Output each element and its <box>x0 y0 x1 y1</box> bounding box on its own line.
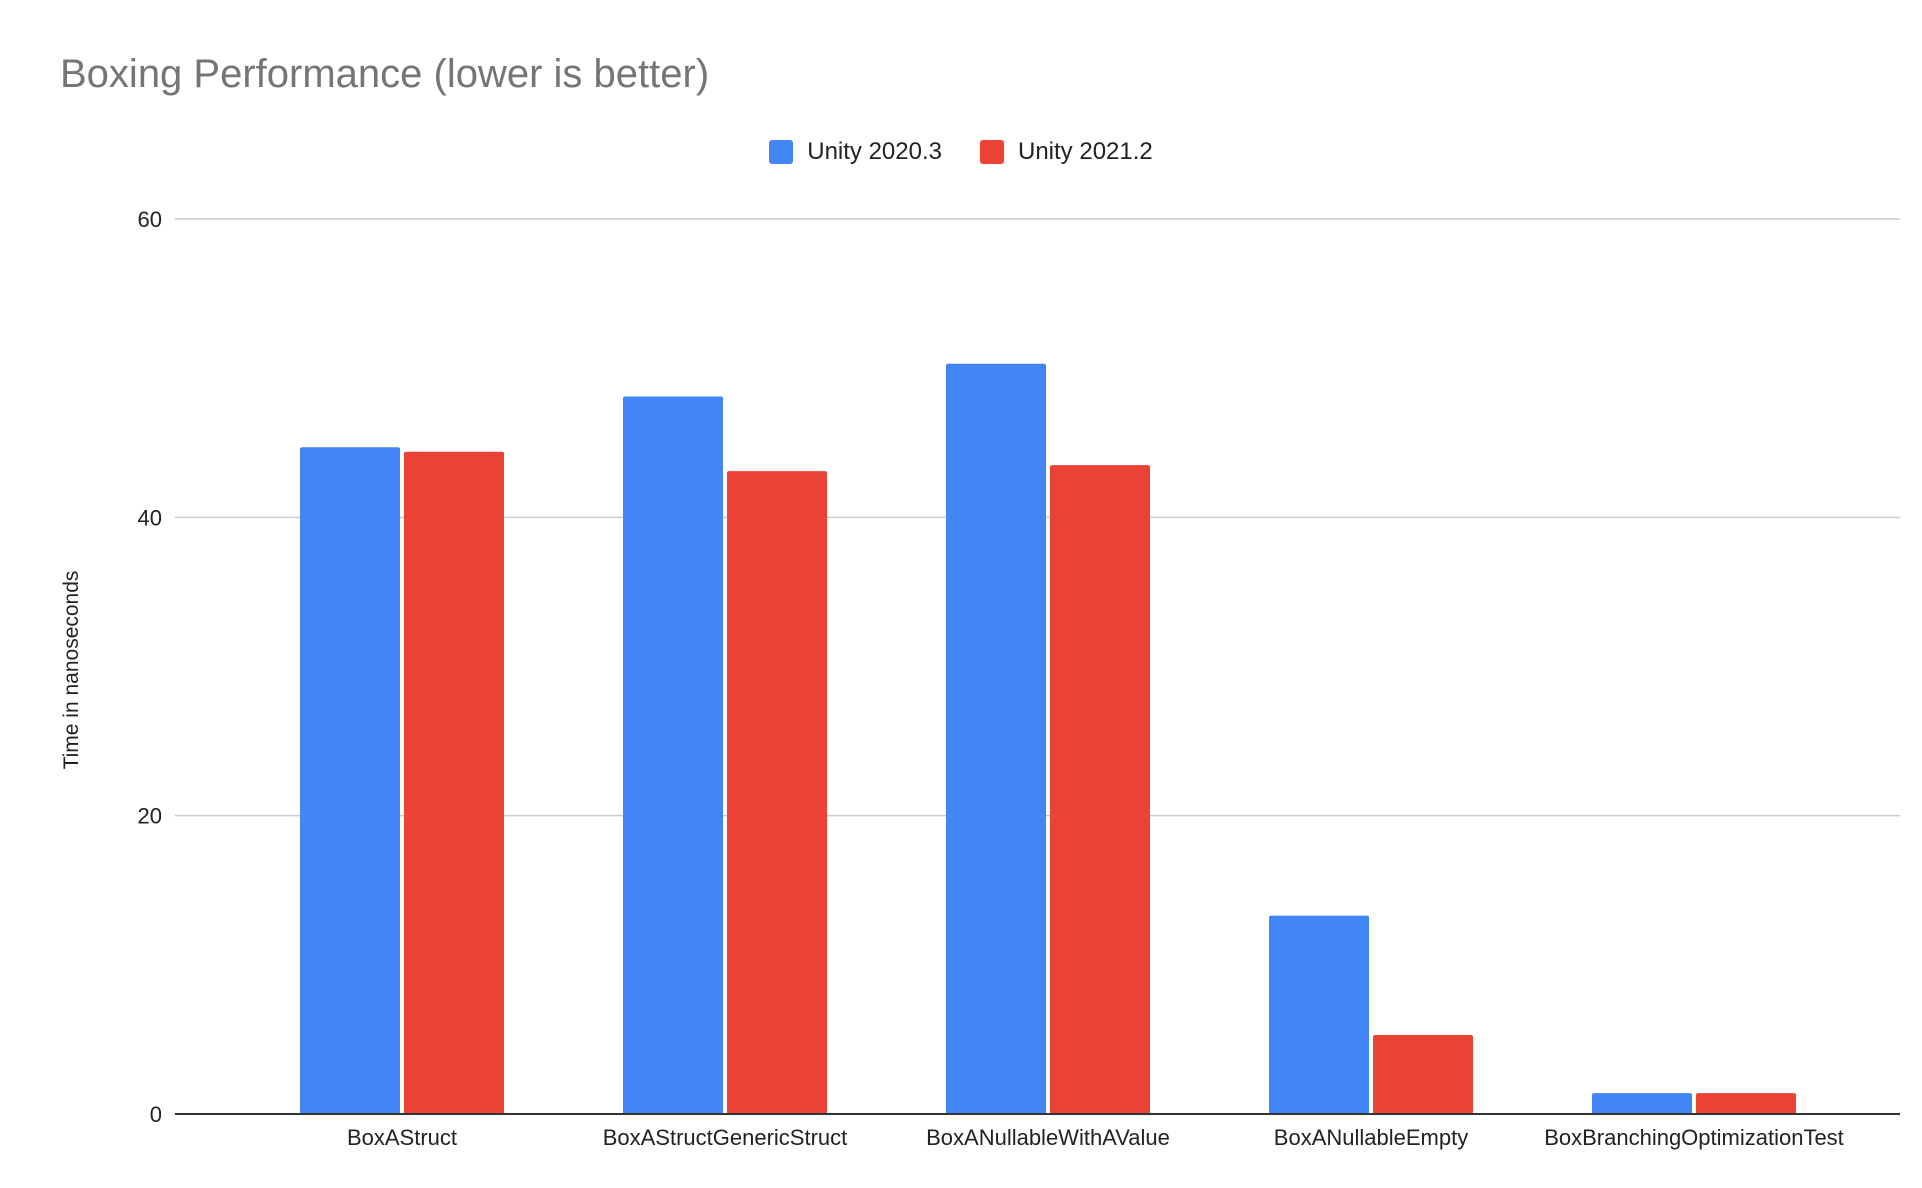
bar-unity-2020-boxbranchingoptimizationtest <box>1592 1093 1692 1114</box>
bar-unity-2021-boxanullableempty <box>1373 1035 1473 1114</box>
bar-unity-2021-boxastructgenericstruct <box>727 471 827 1114</box>
bar-unity-2020-boxastructgenericstruct <box>623 397 723 1114</box>
x-tick-label-boxanullableempty: BoxANullableEmpty <box>1274 1125 1468 1150</box>
y-tick-label-60: 60 <box>138 207 162 232</box>
bar-unity-2020-boxanullablewithavalue <box>946 364 1046 1114</box>
x-tick-label-boxanullablewithavalue: BoxANullableWithAValue <box>926 1125 1170 1150</box>
y-tick-label-40: 40 <box>138 505 162 530</box>
bar-unity-2021-boxastruct <box>404 452 504 1114</box>
y-tick-label-20: 20 <box>138 804 162 829</box>
bar-unity-2021-boxbranchingoptimizationtest <box>1696 1093 1796 1114</box>
y-tick-label-0: 0 <box>150 1102 162 1127</box>
x-tick-label-boxastructgenericstruct: BoxAStructGenericStruct <box>603 1125 848 1150</box>
x-tick-label-boxastruct: BoxAStruct <box>347 1125 457 1150</box>
bar-unity-2020-boxastruct <box>300 447 400 1114</box>
x-tick-label-boxbranchingoptimizationtest: BoxBranchingOptimizationTest <box>1544 1125 1844 1150</box>
bar-unity-2021-boxanullablewithavalue <box>1050 465 1150 1114</box>
bar-unity-2020-boxanullableempty <box>1269 916 1369 1114</box>
